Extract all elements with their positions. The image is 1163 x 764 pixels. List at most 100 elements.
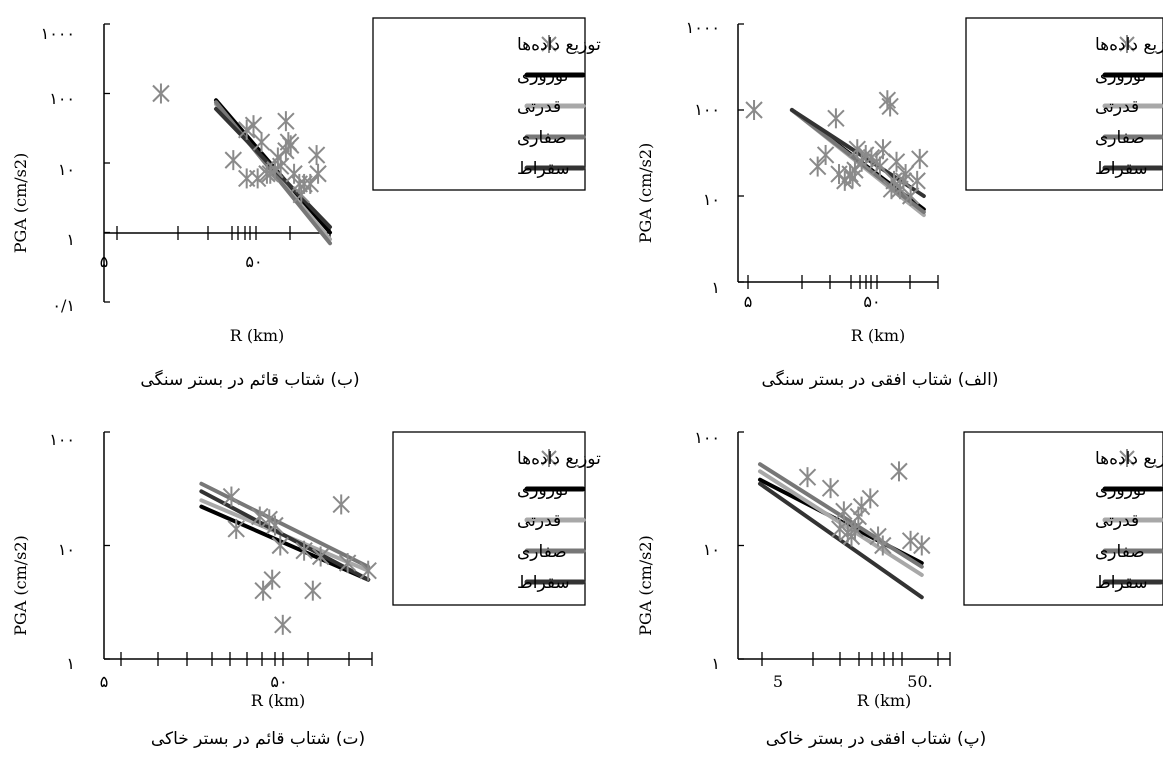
y-tick-label: ۱۰ [58, 540, 75, 559]
x-tick-label: ۵ [100, 672, 109, 691]
y-tick-label: ۱۰ [58, 160, 75, 179]
legend-item: قدرتی [1095, 97, 1163, 117]
data-point-marker [874, 139, 892, 160]
data-point-marker [307, 145, 326, 166]
data-point-marker [282, 135, 300, 156]
data-point-marker [861, 488, 879, 509]
y-axis-label: PGA (cm/s2) [636, 535, 655, 636]
data-point-marker [271, 156, 290, 177]
x-axis-label: R (km) [230, 326, 284, 345]
legend-item: سقراط [517, 159, 586, 179]
data-point-marker [816, 144, 835, 165]
legend-item: نوروزی [1095, 66, 1163, 86]
data-point-marker [224, 150, 243, 171]
data-point-marker [896, 164, 915, 185]
data-point-marker [908, 170, 926, 191]
data-point-marker [152, 83, 170, 104]
legend-item: نوروزی [1095, 480, 1163, 500]
chart-alef: ۱ ۱۰ ۱۰۰ ۱۰۰۰ ۵ ۵۰ PGA (cm/s2) R (km) (الف) شتاب… [636, 17, 1163, 390]
data-point-marker [254, 580, 272, 601]
data-point-marker [798, 467, 817, 488]
legend-label: صفاری [1095, 542, 1145, 562]
x-axis-label: R (km) [851, 326, 905, 345]
legend-item: توزیع داده‌ها [517, 449, 601, 469]
data-point-marker [301, 173, 319, 194]
data-point-marker [237, 168, 256, 189]
series-line-noroozi [199, 504, 371, 582]
y-tick-label: ۱۰۰ [694, 100, 720, 119]
data-point-marker [227, 518, 245, 539]
y-axis-label: PGA (cm/s2) [636, 143, 655, 244]
legend-item: سقراط [1095, 159, 1163, 179]
series-line-safari [789, 108, 926, 215]
legend-label: صفاری [517, 128, 567, 148]
data-point-marker [222, 486, 241, 507]
x-tick-label: ۵۰ [270, 672, 287, 691]
legend-label: قدرتی [1095, 511, 1139, 531]
data-point-marker [846, 518, 864, 539]
series-line-soghrat [199, 489, 371, 582]
x-axis-label: R (km) [857, 691, 911, 710]
y-axis-label: PGA (cm/s2) [11, 153, 30, 254]
x-tick-label: ۵۰ [245, 252, 262, 271]
legend-item: صفاری [517, 128, 586, 148]
legend-item: قدرتی [517, 97, 586, 117]
data-point-marker [827, 108, 845, 129]
data-point-marker [745, 100, 763, 120]
data-point-marker [842, 526, 861, 547]
legend-label: نوروزی [517, 480, 568, 500]
y-tick-label: ۱۰۰۰ [686, 18, 720, 37]
legend: توزیع داده‌ها نوروزی قدرتی صفاری سقراط [392, 431, 601, 606]
data-point-marker [846, 160, 864, 181]
data-point-marker [338, 553, 357, 574]
legend-label: سقراط [517, 159, 570, 179]
legend-label: توزیع داده‌ها [517, 449, 601, 469]
chart-caption: (الف) شتاب افقی در بستر سنگی [761, 369, 998, 390]
y-tick-label: ۱۰ [703, 540, 720, 559]
y-tick-label: ۰/۱ [52, 296, 75, 315]
legend-item: سقراط [1095, 573, 1163, 593]
legend-item: توزیع داده‌ها [1095, 35, 1163, 55]
chart-te: ۱ ۱۰ ۱۰۰ ۵ ۵۰ PGA (cm/s2) R (km) (ت) شتاب قائم … [11, 430, 601, 749]
x-tick-label: 5 [773, 672, 783, 691]
data-point-marker [251, 506, 269, 527]
chart-caption: (پ) شتاب افقی در بستر خاکی [766, 729, 987, 749]
data-point-marker [304, 580, 322, 601]
data-point-marker [871, 156, 889, 177]
legend-label: نوروزی [517, 66, 568, 86]
data-point-marker [311, 546, 330, 567]
data-point-marker [271, 535, 289, 556]
data-point-marker [890, 461, 908, 482]
x-tick-label: ۵۰ [863, 292, 880, 311]
legend-label: نوروزی [1095, 480, 1146, 500]
legend-label: سقراط [1095, 573, 1148, 593]
data-point-marker [332, 494, 350, 515]
legend-item: نوروزی [517, 480, 586, 500]
data-point-marker [266, 515, 284, 536]
legend-item: نوروزی [517, 66, 586, 86]
legend-label: سقراط [1095, 159, 1148, 179]
y-tick-label: ۱۰۰۰ [41, 24, 75, 43]
data-point-marker [359, 560, 377, 581]
legend: توزیع داده‌ها نوروزی قدرتی صفاری سقراط [963, 431, 1163, 606]
legend-label: قدرتی [1095, 97, 1139, 117]
data-point-marker [274, 614, 292, 635]
data-point-marker [244, 115, 263, 136]
data-point-marker [901, 530, 920, 551]
data-point-marker [309, 163, 327, 184]
data-point-marker [901, 186, 920, 206]
legend-label: توزیع داده‌ها [517, 35, 601, 55]
x-axis-label: R (km) [251, 691, 305, 710]
chart-caption: (ت) شتاب قائم در بستر خاکی [151, 729, 365, 749]
legend: توزیع داده‌ها نوروزی قدرتی صفاری سقراط [965, 17, 1163, 191]
data-point-marker [821, 478, 840, 499]
y-tick-label: ۱۰۰ [694, 428, 720, 447]
data-point-marker [295, 540, 313, 561]
legend-label: قدرتی [517, 97, 561, 117]
data-point-marker [913, 535, 931, 556]
legend-item: توزیع داده‌ها [517, 35, 601, 55]
legend-label: سقراط [517, 573, 570, 593]
legend-label: توزیع داده‌ها [1095, 449, 1163, 469]
y-tick-label: ۱۰۰ [49, 89, 75, 108]
